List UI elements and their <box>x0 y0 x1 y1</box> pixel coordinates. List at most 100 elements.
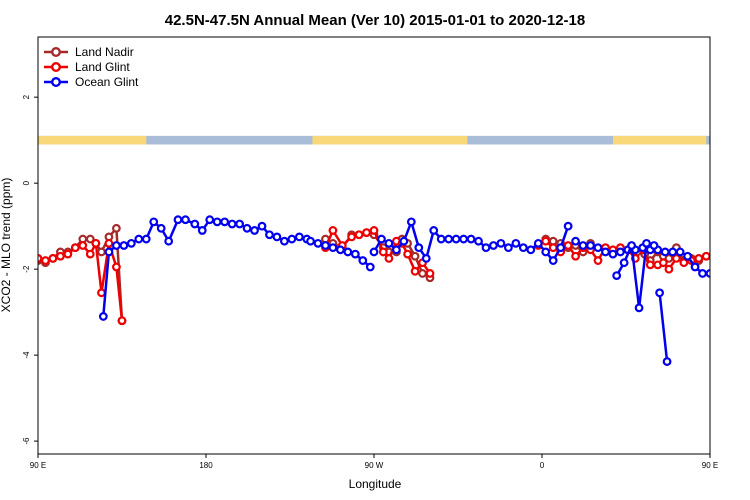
land-glint-point <box>403 249 413 259</box>
ocean-glint-point <box>578 241 588 250</box>
legend-label: Land Glint <box>75 60 130 74</box>
land-glint-point <box>369 226 379 235</box>
ocean-glint-point <box>675 247 685 257</box>
ocean-glint-point <box>683 251 692 261</box>
land-nadir-point <box>97 247 106 257</box>
ocean-glint-point <box>526 245 536 255</box>
ocean-glint-point <box>119 241 129 250</box>
ocean-glint-point <box>384 238 394 248</box>
ocean-glint-point <box>436 234 446 244</box>
land-glint-point <box>701 251 710 261</box>
legend-marker <box>51 47 62 58</box>
series-land-glint <box>38 226 732 326</box>
legend-label: Ocean Glint <box>75 75 139 89</box>
y-tick-label: 2 <box>22 94 31 99</box>
land-glint-point <box>97 288 106 298</box>
y-tick-label: 0 <box>22 180 31 185</box>
land-glint-point <box>571 251 580 261</box>
land-nadir-point <box>410 251 420 261</box>
ocean-glint-point <box>205 215 215 225</box>
land-glint-point <box>362 228 371 238</box>
land-nadir-point <box>740 240 747 247</box>
land-nadir-point <box>111 223 121 233</box>
land-glint-point <box>725 244 732 251</box>
ocean-glint-point <box>698 269 707 278</box>
ocean-glint-point <box>421 253 431 263</box>
y-axis-label: XCO2 - MLO trend (ppm) <box>0 178 13 313</box>
ocean-glint-point <box>350 249 360 259</box>
land-nadir-point <box>418 269 427 278</box>
ocean-glint-point <box>111 241 121 250</box>
land-nadir-point <box>85 234 95 244</box>
ocean-glint-point <box>365 262 375 272</box>
ocean-glint-point <box>406 217 416 227</box>
ocean-glint-point <box>511 238 521 248</box>
legend-marker <box>51 76 62 87</box>
ocean-glint-point <box>451 234 461 244</box>
ocean-glint-point <box>722 244 729 251</box>
land-glint-point <box>694 253 704 263</box>
ocean-glint-point <box>668 247 678 257</box>
ocean-glint-point <box>518 243 528 253</box>
ocean-glint-point <box>619 258 629 268</box>
ocean-glint-point <box>212 217 222 227</box>
ocean-glint-point <box>343 247 353 257</box>
ocean-glint-point <box>235 219 245 229</box>
x-tick-label: 90 W <box>365 461 384 470</box>
ocean-glint-point <box>714 262 721 269</box>
land-nadir-point <box>709 249 710 255</box>
ocean-glint-point <box>571 236 580 246</box>
land-glint-point <box>645 260 655 270</box>
ocean-glint-point <box>250 226 259 235</box>
land-glint-point <box>563 241 573 250</box>
ocean-glint-point <box>541 247 551 257</box>
land-nadir-point <box>733 236 740 243</box>
land-glint-point <box>384 253 394 263</box>
ocean-glint-point <box>608 249 618 259</box>
ocean-glint-point <box>227 219 237 229</box>
ocean-glint-point <box>134 234 144 244</box>
legend-entry-land-glint: Land Glint <box>44 60 130 74</box>
ocean-glint-point <box>190 219 200 229</box>
ocean-glint-point <box>242 223 252 233</box>
ocean-glint-point <box>321 241 330 250</box>
ocean-glint-point <box>705 269 710 278</box>
ocean-glint-point <box>690 262 700 272</box>
land-glint-point <box>679 258 689 268</box>
x-tick-label: 90 E <box>702 461 718 470</box>
ocean-glint-point <box>444 234 454 244</box>
chart-title: 42.5N-47.5N Annual Mean (Ver 10) 2015-01… <box>165 12 585 29</box>
land-band <box>312 135 468 145</box>
land-glint-point <box>658 258 668 268</box>
ocean-glint-line <box>658 292 669 362</box>
ocean-glint-point <box>141 234 151 244</box>
ocean-glint-point <box>265 230 274 240</box>
ocean-glint-point <box>369 247 379 257</box>
ocean-glint-point <box>533 238 543 248</box>
legend-label: Land Nadir <box>75 45 134 59</box>
land-glint-point <box>410 266 420 276</box>
ocean-glint-point <box>358 256 368 265</box>
y-tick-label: -4 <box>22 351 31 359</box>
land-glint-point <box>104 238 114 248</box>
land-glint-point <box>56 251 65 261</box>
ocean-glint-point <box>649 241 659 250</box>
y-axis: 2 0 -2 -4 -6 <box>22 94 38 445</box>
ocean-glint-point <box>556 243 566 253</box>
ocean-glint-point <box>616 247 625 257</box>
ocean-glint-point <box>655 288 664 298</box>
land-nadir-point <box>725 236 732 243</box>
x-tick-label: 90 E <box>30 461 46 470</box>
land-glint-point <box>328 226 338 235</box>
ocean-glint-point <box>272 232 282 242</box>
ocean-glint-point <box>612 271 622 280</box>
ocean-glint-point <box>662 357 672 366</box>
ocean-glint-point <box>414 243 424 253</box>
ocean-glint-point <box>627 241 636 250</box>
land-glint-point <box>48 253 58 263</box>
land-glint-point <box>378 247 388 257</box>
ocean-glint-point <box>164 236 174 246</box>
ocean-glint-point <box>173 215 183 225</box>
land-glint-point <box>91 238 101 248</box>
ocean-glint-point <box>399 236 409 246</box>
